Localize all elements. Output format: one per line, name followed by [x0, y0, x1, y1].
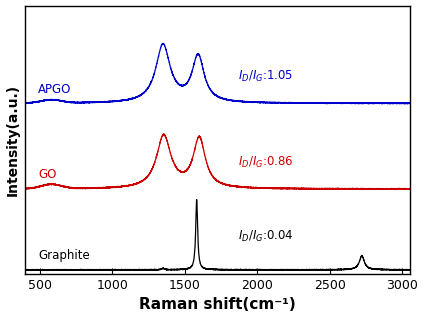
- Text: Graphite: Graphite: [38, 249, 90, 262]
- Text: $I_D/I_G$:0.04: $I_D/I_G$:0.04: [238, 229, 294, 244]
- Text: $I_D/I_G$:1.05: $I_D/I_G$:1.05: [238, 69, 294, 84]
- Y-axis label: Intensity(a.u.): Intensity(a.u.): [6, 84, 20, 196]
- Text: GO: GO: [38, 168, 57, 181]
- Text: APGO: APGO: [38, 83, 71, 96]
- Text: $I_D/I_G$:0.86: $I_D/I_G$:0.86: [238, 155, 294, 170]
- X-axis label: Raman shift(cm⁻¹): Raman shift(cm⁻¹): [139, 297, 296, 313]
